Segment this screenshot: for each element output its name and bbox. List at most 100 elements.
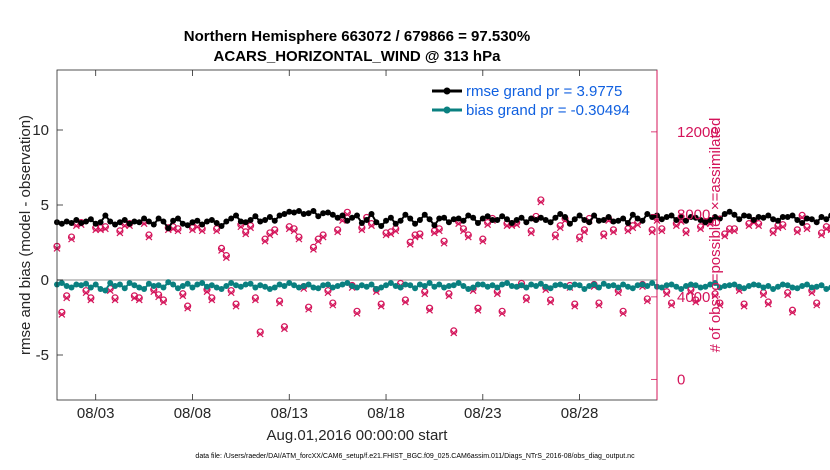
obs-assimilated-point: [527, 229, 535, 237]
obs-assimilated-point: [784, 291, 792, 299]
series-bias-point: [116, 281, 123, 288]
series-bias-point: [329, 284, 336, 291]
obs-possible-point: [275, 297, 284, 305]
series-bias-point: [571, 281, 578, 288]
obs-assimilated-point: [629, 224, 637, 232]
obs-possible-point: [575, 233, 584, 241]
series-bias-point: [426, 280, 433, 286]
obs-assimilated-point: [779, 223, 787, 231]
series-bias-point: [407, 282, 414, 289]
obs-assimilated-point: [232, 302, 240, 310]
obs-assimilated-point: [116, 229, 124, 237]
obs-possible-point: [716, 299, 724, 307]
series-bias-point: [83, 280, 90, 287]
series-bias-point: [436, 281, 443, 288]
series-rmse-point: [673, 217, 680, 223]
series-rmse-point: [624, 220, 631, 226]
obs-assimilated-point: [208, 296, 216, 304]
series-rmse-point: [741, 212, 748, 219]
series-bias-point: [97, 286, 104, 292]
obs-assimilated-point: [827, 226, 830, 234]
x-tick-label: 08/28: [561, 405, 599, 422]
obs-possible-point: [522, 294, 530, 302]
obs-possible-point: [435, 225, 443, 233]
obs-assimilated-point: [716, 301, 724, 309]
obs-assimilated-point: [547, 298, 554, 306]
series-rmse-point: [165, 225, 172, 232]
obs-possible-point: [788, 306, 797, 314]
series-rmse-point: [615, 217, 622, 224]
series-bias-point: [107, 280, 114, 286]
obs-assimilated-point: [682, 229, 690, 237]
series-bias-point: [179, 283, 186, 289]
series-rmse-point: [436, 215, 443, 222]
obs-possible-point: [551, 231, 559, 239]
series-bias-point: [295, 284, 302, 291]
obs-assimilated-point: [600, 232, 608, 240]
series-rmse-point: [412, 220, 419, 227]
series-bias-point: [242, 281, 249, 288]
series-rmse-point: [808, 216, 815, 223]
series-rmse-point: [358, 220, 365, 226]
obs-possible-point: [474, 304, 482, 312]
series-rmse-point: [557, 211, 564, 217]
series-bias-point: [141, 286, 148, 292]
obs-assimilated-point: [556, 224, 564, 232]
series-rmse-point: [421, 211, 428, 218]
series-rmse-point: [576, 212, 583, 219]
legend-rmse-label: rmse grand pr = 3.9775: [466, 83, 622, 100]
series-bias-point: [189, 284, 196, 291]
y-axis-right: 0 4000 8000 12000: [651, 70, 719, 400]
series-bias-point: [620, 281, 627, 288]
obs-possible-point: [67, 233, 76, 241]
series-rmse-point: [83, 218, 90, 225]
series-bias-point: [136, 284, 143, 291]
obs-assimilated-point: [479, 237, 487, 245]
series-bias-point: [818, 282, 825, 289]
series-rmse-point: [441, 214, 448, 221]
series-bias-point: [595, 284, 602, 291]
obs-assimilated-point: [668, 301, 675, 309]
series-bias-point: [281, 283, 288, 289]
obs-assimilated-point: [242, 230, 250, 238]
legend-bias-marker: [443, 106, 451, 114]
series-rmse-point: [760, 214, 767, 221]
obs-possible-point: [556, 222, 564, 230]
obs-assimilated-point: [416, 232, 424, 240]
series-bias-point: [368, 281, 375, 288]
series-bias-point: [658, 284, 665, 291]
series-rmse-point: [368, 211, 375, 217]
series-bias-point: [663, 282, 670, 289]
obs-possible-point: [527, 227, 535, 235]
series-bias-point: [470, 284, 477, 291]
series-rmse-point: [102, 212, 109, 219]
obs-assimilated-point: [82, 289, 90, 297]
obs-possible-point: [479, 235, 487, 243]
series-bias-point: [344, 280, 351, 286]
series-bias-point: [431, 283, 438, 290]
obs-assimilated-point: [435, 227, 443, 235]
obs-assimilated-point: [692, 298, 700, 306]
series-bias-point: [441, 284, 448, 291]
obs-possible-point: [111, 294, 119, 302]
series-bias-point: [92, 281, 99, 288]
obs-assimilated-point: [401, 298, 409, 306]
obs-possible-point: [682, 227, 690, 235]
series-rmse-point: [150, 221, 157, 228]
series-rmse-point: [92, 220, 99, 227]
obs-possible-point: [324, 287, 332, 295]
series-bias-point: [799, 283, 806, 289]
obs-possible-point: [425, 304, 434, 312]
series-rmse-point: [823, 216, 830, 223]
series-bias-point: [741, 285, 748, 292]
obs-assimilated-point: [247, 224, 254, 232]
series-bias-point: [770, 286, 777, 292]
series-rmse-point: [78, 220, 85, 226]
legend-bias-label: bias grand pr = -0.30494: [466, 102, 630, 119]
series-rmse-point: [750, 217, 757, 223]
obs-possible-point: [256, 328, 264, 336]
series-rmse-point: [562, 214, 569, 220]
obs-possible-point: [648, 226, 656, 234]
series-rmse-point: [199, 221, 206, 228]
